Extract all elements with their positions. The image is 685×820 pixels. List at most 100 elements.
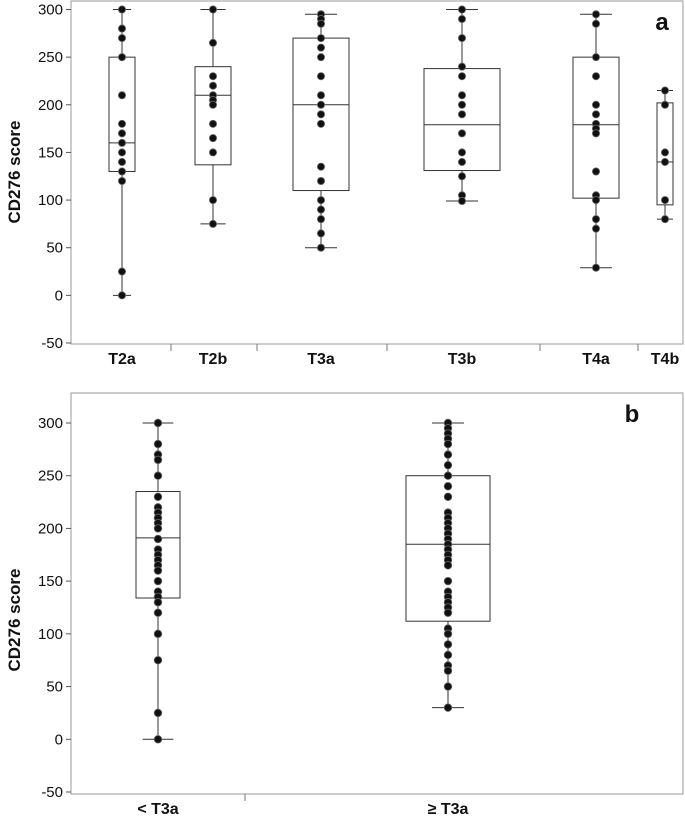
x-category-label: T3a (307, 351, 335, 368)
panel-a-x-axis: T2a T2b T3a T3b T4a T4b (108, 344, 679, 368)
data-point (118, 91, 127, 100)
data-point (443, 439, 453, 449)
y-tick-label: 300 (38, 2, 63, 19)
data-point (592, 224, 601, 233)
data-point (661, 157, 670, 166)
data-point (118, 167, 127, 176)
data-point (153, 598, 163, 607)
data-point (316, 196, 325, 205)
panel-a-boxes (108, 5, 674, 300)
data-point (316, 162, 325, 171)
data-point (443, 629, 453, 639)
panel-b-y-axis-label: CD276 score (5, 568, 24, 671)
y-tick-label: 250 (38, 468, 63, 485)
data-point (118, 24, 127, 33)
panel-b: CD276 score b -50 0 50 100 150 200 250 300 < T3… (5, 392, 684, 818)
data-point (153, 492, 163, 501)
data-point (208, 5, 217, 14)
data-point (118, 148, 127, 157)
data-point (661, 196, 670, 205)
data-point (457, 15, 466, 24)
data-point (153, 471, 163, 480)
data-point (208, 219, 217, 228)
x-category-label: < T3a (137, 801, 178, 818)
y-tick-label: 0 (55, 287, 63, 304)
data-point (592, 53, 601, 62)
data-point (118, 177, 127, 186)
data-point (592, 100, 601, 109)
box-≥ T3a (405, 418, 491, 712)
data-point (316, 91, 325, 100)
data-point (118, 138, 127, 147)
data-point (443, 576, 453, 586)
y-tick-label: 50 (46, 240, 63, 257)
data-point (592, 167, 601, 176)
data-point (592, 72, 601, 81)
data-point (153, 629, 163, 639)
panel-a-plot-frame (70, 0, 684, 345)
data-point (443, 471, 453, 480)
data-point (592, 263, 601, 272)
data-point (316, 53, 325, 62)
data-point (592, 19, 601, 28)
x-category-label: T4b (651, 351, 680, 368)
data-point (457, 157, 466, 166)
data-point (316, 100, 325, 109)
data-point (316, 110, 325, 119)
data-point (118, 119, 127, 128)
data-point (457, 34, 466, 43)
y-tick-label: 150 (38, 144, 63, 161)
data-point (118, 53, 127, 62)
data-point (592, 196, 601, 205)
data-point (457, 172, 466, 181)
data-point (443, 561, 453, 570)
data-point (592, 110, 601, 119)
box-< T3a (135, 418, 181, 744)
y-tick-label: 300 (38, 415, 63, 432)
x-category-label: T3b (448, 351, 477, 368)
data-point (661, 100, 670, 109)
data-point (316, 243, 325, 252)
box-T3a (292, 10, 350, 252)
panel-b-plot-frame (70, 392, 684, 795)
x-category-label: T2a (108, 351, 136, 368)
data-point (457, 91, 466, 100)
panel-b-y-axis: -50 0 50 100 150 200 250 300 (38, 415, 71, 801)
y-tick-label: 250 (38, 49, 63, 66)
data-point (118, 157, 127, 166)
data-point (316, 229, 325, 238)
y-tick-label: 0 (55, 731, 63, 748)
data-point (208, 119, 217, 128)
data-point (457, 110, 466, 119)
data-point (443, 450, 453, 459)
y-tick-label: 200 (38, 97, 63, 114)
data-point (592, 129, 601, 138)
data-point (153, 566, 163, 575)
x-category-label: T4a (582, 351, 610, 368)
data-point (443, 640, 453, 649)
box-T4a (572, 10, 620, 272)
data-point (208, 38, 217, 47)
data-point (153, 524, 163, 533)
data-point (208, 81, 217, 90)
panel-b-boxes (135, 418, 491, 744)
data-point (443, 460, 453, 470)
y-tick-label: -50 (41, 784, 63, 801)
data-point (661, 148, 670, 157)
data-point (118, 267, 127, 276)
data-point (208, 72, 217, 81)
data-point (457, 62, 466, 71)
data-point (208, 134, 217, 143)
data-point (443, 682, 453, 691)
data-point (118, 129, 127, 138)
data-point (208, 100, 217, 109)
data-point (457, 100, 466, 109)
data-point (457, 148, 466, 157)
data-point (118, 34, 127, 43)
data-point (457, 197, 466, 206)
data-point (443, 482, 453, 491)
panel-a-letter: a (655, 9, 669, 36)
data-point (208, 196, 217, 205)
y-tick-label: 50 (46, 679, 63, 696)
